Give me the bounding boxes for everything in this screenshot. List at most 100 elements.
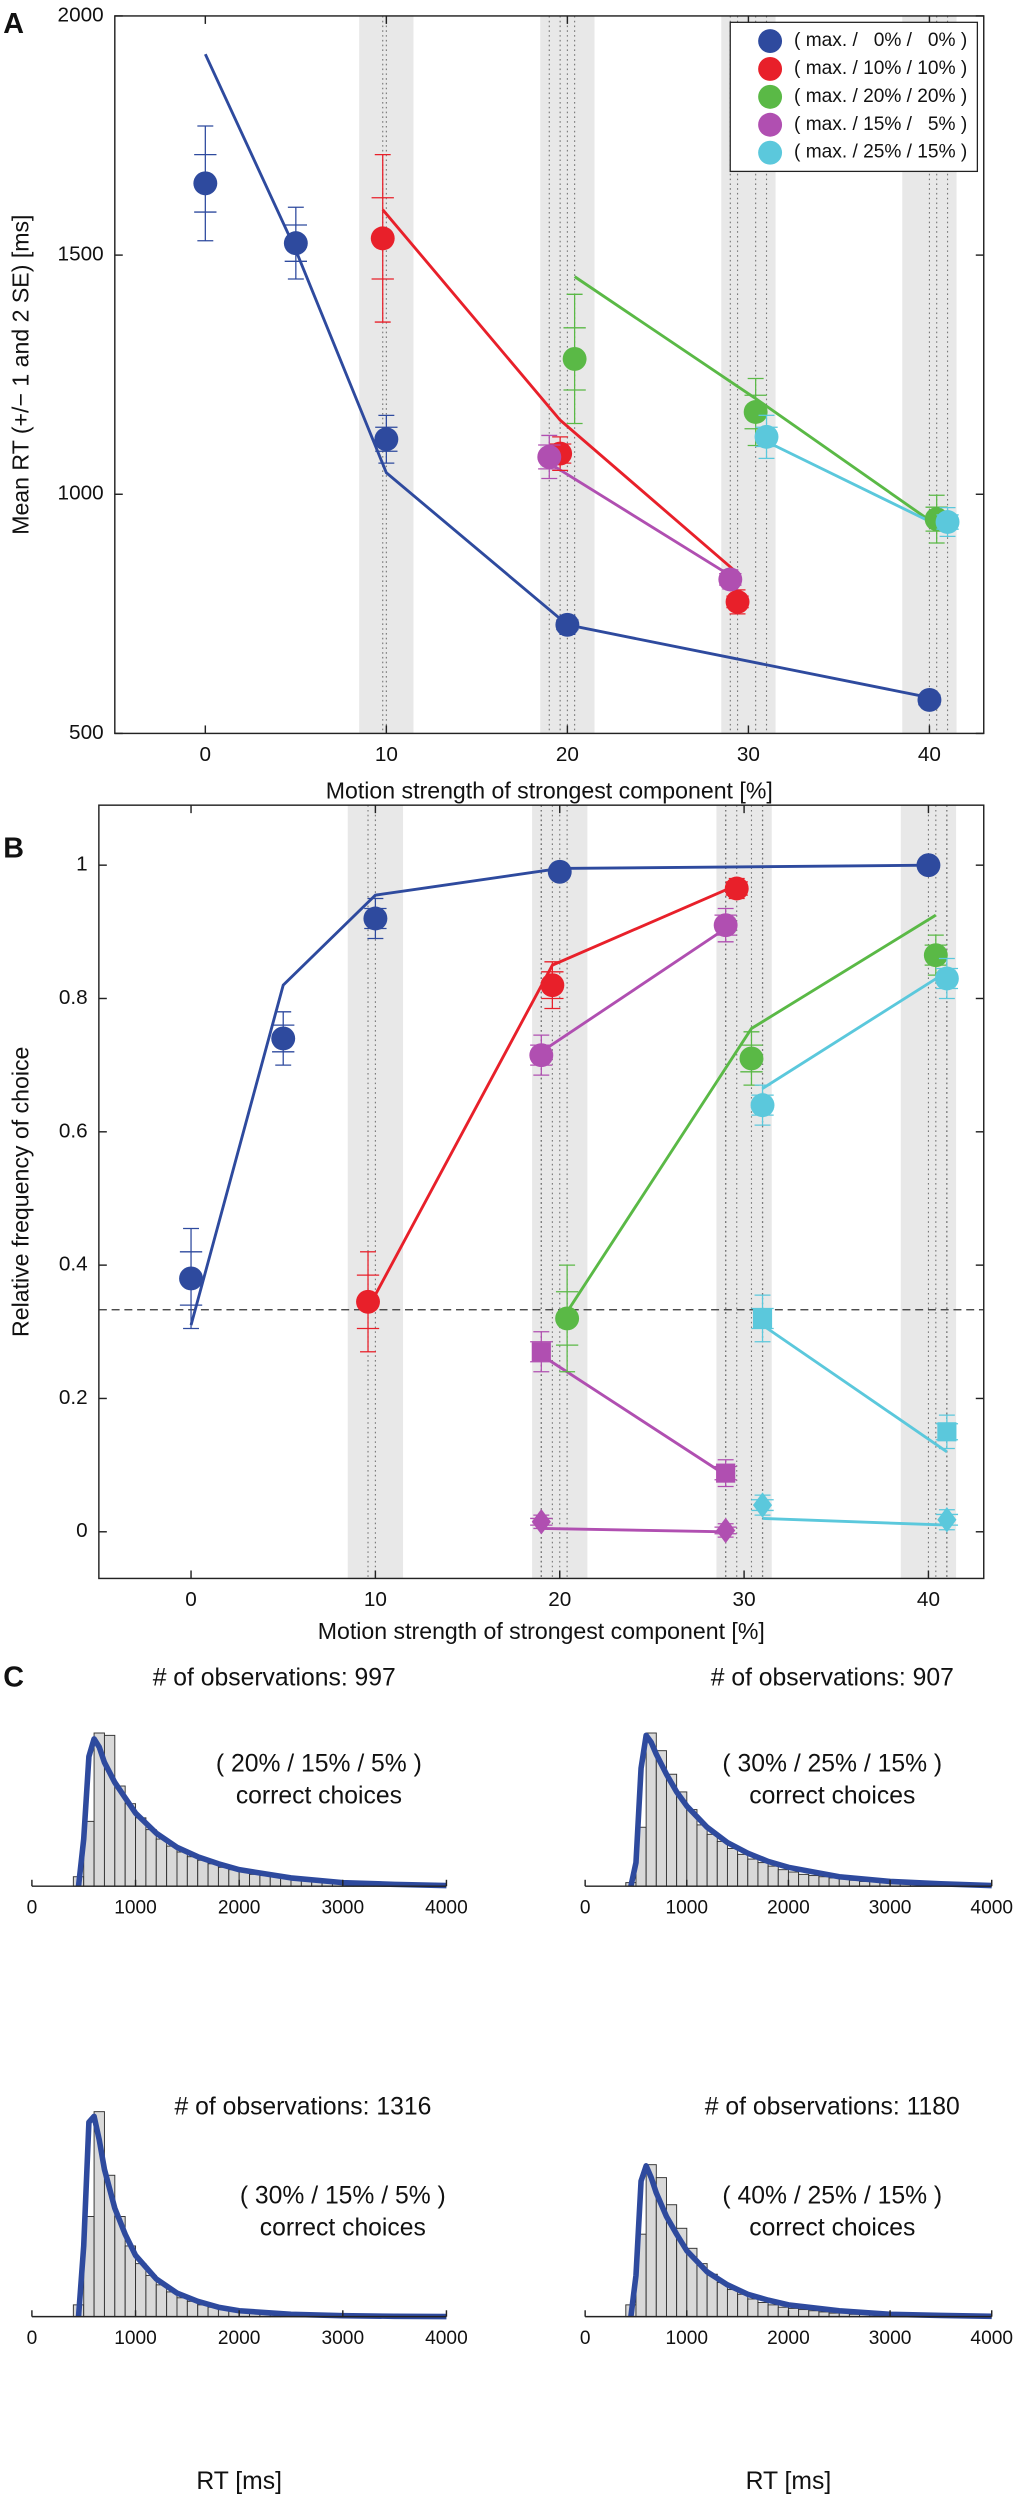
x-tick-label: 3000 xyxy=(322,2328,365,2349)
annotation: ( 40% / 25% / 15% ) xyxy=(722,2183,942,2210)
histogram-bar xyxy=(808,2310,820,2318)
histogram-title: # of observations: 1180 xyxy=(705,2093,960,2120)
histogram-bar xyxy=(166,2291,178,2318)
histogram-bar xyxy=(808,1875,820,1887)
panel-label: A xyxy=(3,8,24,40)
y-tick-label: 0.6 xyxy=(59,1119,88,1142)
y-tick-label: 1 xyxy=(76,853,88,876)
x-axis-label: RT [ms] xyxy=(746,2468,832,2495)
fit-line xyxy=(75,1736,447,1889)
x-tick-label: 30 xyxy=(737,743,760,766)
marker xyxy=(752,1308,773,1329)
marker xyxy=(370,226,395,251)
histogram-bar xyxy=(747,1858,759,1887)
histogram-bar xyxy=(103,1734,116,1887)
histogram-bar xyxy=(726,1847,739,1887)
marker xyxy=(937,1422,957,1442)
annotation: ( 20% / 15% / 5% ) xyxy=(216,1751,422,1778)
histogram-bar xyxy=(737,2293,749,2318)
fit-line xyxy=(761,1323,948,1453)
y-tick-label: 1000 xyxy=(58,482,104,505)
marker xyxy=(916,853,941,878)
marker xyxy=(529,1043,554,1068)
histogram-bar xyxy=(145,2274,157,2318)
histogram-bar xyxy=(228,1869,240,1887)
x-tick-label: 0 xyxy=(200,743,212,766)
annotation: ( 30% / 25% / 15% ) xyxy=(722,1751,942,1778)
marker xyxy=(193,171,218,196)
marker xyxy=(934,966,959,991)
fit-line xyxy=(381,208,739,575)
x-tick-label: 0 xyxy=(185,1588,197,1611)
x-tick-label: 2000 xyxy=(218,1898,261,1919)
histogram-bar xyxy=(249,1873,261,1887)
x-tick-label: 0 xyxy=(580,2328,591,2349)
x-tick-label: 1000 xyxy=(666,1898,709,1919)
histogram-bar xyxy=(716,1840,728,1887)
legend-label: ( max. / 25% / 15% ) xyxy=(794,142,967,163)
panel-label: B xyxy=(3,832,24,864)
histogram-bar xyxy=(737,1853,749,1887)
marker xyxy=(356,1289,380,1314)
shaded-band xyxy=(532,805,588,1579)
x-tick-label: 1000 xyxy=(666,2328,709,2349)
marker xyxy=(724,876,749,901)
histogram-bar xyxy=(197,1859,209,1887)
marker xyxy=(271,1026,296,1051)
x-tick-label: 20 xyxy=(548,1588,571,1611)
histogram-bar xyxy=(135,2263,147,2318)
x-tick-label: 3000 xyxy=(869,2328,912,2349)
x-tick-label: 2000 xyxy=(218,2328,261,2349)
x-tick-label: 40 xyxy=(917,1588,940,1611)
marker xyxy=(739,1046,764,1071)
fit-line xyxy=(761,970,948,1090)
fit-line xyxy=(628,1732,992,1889)
marker xyxy=(283,231,308,256)
histogram-bar xyxy=(777,1869,789,1887)
histogram-bar xyxy=(767,1865,779,1887)
x-axis-label: Motion strength of strongest component [… xyxy=(318,1618,765,1644)
y-tick-label: 0.8 xyxy=(59,986,88,1009)
marker xyxy=(743,400,768,424)
x-tick-label: 4000 xyxy=(970,2328,1013,2349)
marker xyxy=(937,1507,957,1533)
x-tick-label: 2000 xyxy=(767,1898,810,1919)
legend-marker xyxy=(758,112,783,137)
fit-line xyxy=(765,440,949,532)
marker xyxy=(750,1093,775,1118)
histogram-bar xyxy=(777,2306,789,2318)
y-tick-label: 1500 xyxy=(58,243,104,266)
legend-marker xyxy=(758,56,783,81)
x-tick-label: 4000 xyxy=(425,1898,468,1919)
fit-line xyxy=(204,53,930,699)
y-tick-label: 2000 xyxy=(58,3,104,26)
histogram-bar xyxy=(787,2307,800,2318)
y-tick-label: 0.2 xyxy=(59,1386,88,1409)
histogram-bar xyxy=(706,1833,718,1887)
x-tick-label: 2000 xyxy=(767,2328,810,2349)
x-tick-label: 0 xyxy=(27,1898,38,1919)
marker xyxy=(935,510,960,534)
legend-label: ( max. / 20% / 20% ) xyxy=(794,86,967,107)
histogram-bar xyxy=(818,1876,830,1887)
marker xyxy=(718,567,743,592)
histogram-title: # of observations: 997 xyxy=(153,1664,396,1691)
histogram-bar xyxy=(155,2284,168,2318)
histogram-bar xyxy=(686,1809,698,1887)
histogram-bar xyxy=(787,1871,800,1887)
histogram-bar xyxy=(747,2298,759,2318)
x-tick-label: 1000 xyxy=(114,2328,157,2349)
marker xyxy=(917,687,942,712)
histogram-bar xyxy=(145,1829,157,1887)
histogram-bar xyxy=(114,1785,126,1887)
x-tick-label: 3000 xyxy=(869,1898,912,1919)
x-tick-label: 10 xyxy=(375,743,398,766)
fit-line xyxy=(541,1527,726,1534)
marker xyxy=(531,1342,551,1362)
histogram-bar xyxy=(726,2289,739,2318)
x-tick-label: 40 xyxy=(918,743,941,766)
marker xyxy=(923,943,948,968)
fit-line xyxy=(628,2163,992,2320)
marker xyxy=(179,1266,203,1291)
